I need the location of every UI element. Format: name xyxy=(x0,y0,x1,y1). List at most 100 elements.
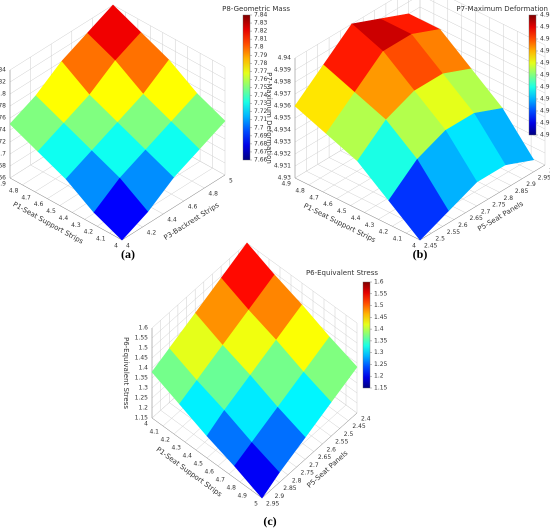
z-grid-line xyxy=(151,242,248,329)
y-tick-label: 2.8 xyxy=(504,195,514,202)
x-tick-label: 4.1 xyxy=(393,236,403,243)
y-tick-label: 2.65 xyxy=(318,454,332,461)
z-tick-label: 4.932 xyxy=(274,151,291,158)
colorbar-tick-label: 4.932 xyxy=(540,108,550,115)
colorbar-tick-label: 1.5 xyxy=(374,302,384,309)
x-tick-label: 4.6 xyxy=(323,201,333,208)
colorbar-tick-label: 4.938 xyxy=(540,36,550,43)
z-tick-label: 4.939 xyxy=(274,67,291,74)
y-tick-label: 2.65 xyxy=(469,215,483,222)
z-tick-label: 4.933 xyxy=(274,139,291,146)
x-tick-label: 4.7 xyxy=(309,194,319,201)
x-tick-label: 4.1 xyxy=(149,429,159,436)
x-tick-label: 4.2 xyxy=(379,229,389,236)
x-tick-label: 4.4 xyxy=(59,215,69,222)
colorbar-tick-label: 4.931 xyxy=(540,120,550,127)
surface-chart: 4.934.9314.9324.9334.9344.9354.9364.9374… xyxy=(265,0,550,261)
colorbar-tick-label: 7.7 xyxy=(254,124,264,131)
y-tick-label: 2.9 xyxy=(275,493,285,500)
axis-line xyxy=(151,417,263,499)
colorbar-tick-label: 4.933 xyxy=(540,96,550,103)
z-tick-label: 7.82 xyxy=(0,79,6,86)
z-tick-label: 1.15 xyxy=(135,415,149,422)
x-tick-label: 4.3 xyxy=(365,222,375,229)
colorbar-tick-label: 4.94 xyxy=(540,12,550,19)
colorbar-tick-label: 7.77 xyxy=(254,68,268,75)
z-tick-label: 4.93 xyxy=(278,175,292,182)
x-tick-label: 4.9 xyxy=(237,493,247,500)
z-tick-label: 4.938 xyxy=(274,79,291,86)
z-tick-label: 4.935 xyxy=(274,115,291,122)
chart-title: P6-Equivalent Stress xyxy=(306,269,378,277)
y-tick-label: 2.5 xyxy=(344,431,354,438)
x-tick-label: 4.7 xyxy=(215,477,225,484)
z-tick-label: 7.7 xyxy=(0,151,6,158)
y-tick-label: 2.7 xyxy=(309,462,319,469)
x-tick-label: 4.6 xyxy=(204,469,214,476)
y-tick-label: 2.85 xyxy=(283,485,297,492)
z-tick-label: 7.72 xyxy=(0,139,6,146)
colorbar-tick-label: 7.71 xyxy=(254,116,268,123)
surface-cell xyxy=(388,158,449,241)
z-tick-label: 1.4 xyxy=(138,365,148,372)
x-tick-label: 4.5 xyxy=(193,461,203,468)
colorbar-tick-label: 1.3 xyxy=(374,349,384,356)
colorbar-tick-label: 7.66 xyxy=(254,157,268,164)
x-tick-label: 4.8 xyxy=(226,485,236,492)
y-tick-label: 2.85 xyxy=(515,188,529,195)
z-grid-line xyxy=(112,4,226,68)
z-tick-label: 1.3 xyxy=(138,385,148,392)
y-tick-label: 2.6 xyxy=(326,446,336,453)
chart-title: P8-Geometric Mass xyxy=(222,5,290,13)
x-tick-label: 4.7 xyxy=(21,194,31,201)
z-tick-label: 1.2 xyxy=(138,405,148,412)
axis-line xyxy=(121,174,226,241)
panel-label: (a) xyxy=(121,247,135,261)
z-grid-line xyxy=(453,0,546,46)
x-tick-label: 4 xyxy=(412,243,416,250)
surface-chart: 7.667.687.77.727.747.767.787.87.827.8444… xyxy=(0,4,290,261)
colorbar-tick-label: 1.55 xyxy=(374,290,388,297)
colorbar-tick-label: 7.82 xyxy=(254,28,268,35)
colorbar-tick-label: 1.25 xyxy=(374,361,388,368)
colorbar-tick-label: 1.35 xyxy=(374,337,388,344)
z-tick-label: 1.6 xyxy=(138,325,148,332)
colorbar-tick-label: 7.84 xyxy=(254,12,268,19)
z-tick-label: 4.931 xyxy=(274,163,291,170)
z-tick-label: 4.936 xyxy=(274,103,291,110)
z-tick-label: 7.68 xyxy=(0,163,6,170)
colorbar-tick-label: 7.8 xyxy=(254,44,264,51)
x-tick-label: 4.2 xyxy=(84,229,94,236)
panel-label: (b) xyxy=(413,247,428,261)
z-tick-label: 1.35 xyxy=(135,375,149,382)
z-grid-line xyxy=(294,0,393,59)
z-grid-line xyxy=(419,18,546,82)
y-tick-label: 2.95 xyxy=(538,174,550,181)
colorbar-tick-label: 7.81 xyxy=(254,36,268,43)
x-tick-label: 4.4 xyxy=(182,453,192,460)
colorbar-tick-label: 4.934 xyxy=(540,84,550,91)
z-grid-line xyxy=(419,6,546,70)
y-tick-label: 2.45 xyxy=(352,423,366,430)
colorbar-tick-label: 1.2 xyxy=(374,373,384,380)
z-tick-label: 7.66 xyxy=(0,175,6,182)
x-tick-label: 4.3 xyxy=(71,222,81,229)
colorbar-tick-label: 7.83 xyxy=(254,20,268,27)
colorbar-tick-label: 7.76 xyxy=(254,76,268,83)
z-tick-label: 4.94 xyxy=(278,55,292,62)
z-grid-line xyxy=(429,0,546,58)
x-tick-label: 4.3 xyxy=(171,445,181,452)
x-tick-label: 4.2 xyxy=(160,437,170,444)
colorbar-tick-label: 4.939 xyxy=(540,24,550,31)
z-tick-label: 7.84 xyxy=(0,67,6,74)
colorbar-tick-label: 4.93 xyxy=(540,132,550,139)
chart-title: P7-Maximum Deformation xyxy=(456,5,548,13)
colorbar-tick-label: 4.936 xyxy=(540,60,550,67)
colorbar-tick-label: 7.69 xyxy=(254,132,268,139)
panel-label: (c) xyxy=(263,514,276,528)
y-tick-label: 4.2 xyxy=(147,230,157,237)
x-tick-label: 4.9 xyxy=(0,181,6,188)
surface-cell xyxy=(93,177,149,241)
colorbar xyxy=(242,14,251,161)
axis-line xyxy=(419,164,546,241)
